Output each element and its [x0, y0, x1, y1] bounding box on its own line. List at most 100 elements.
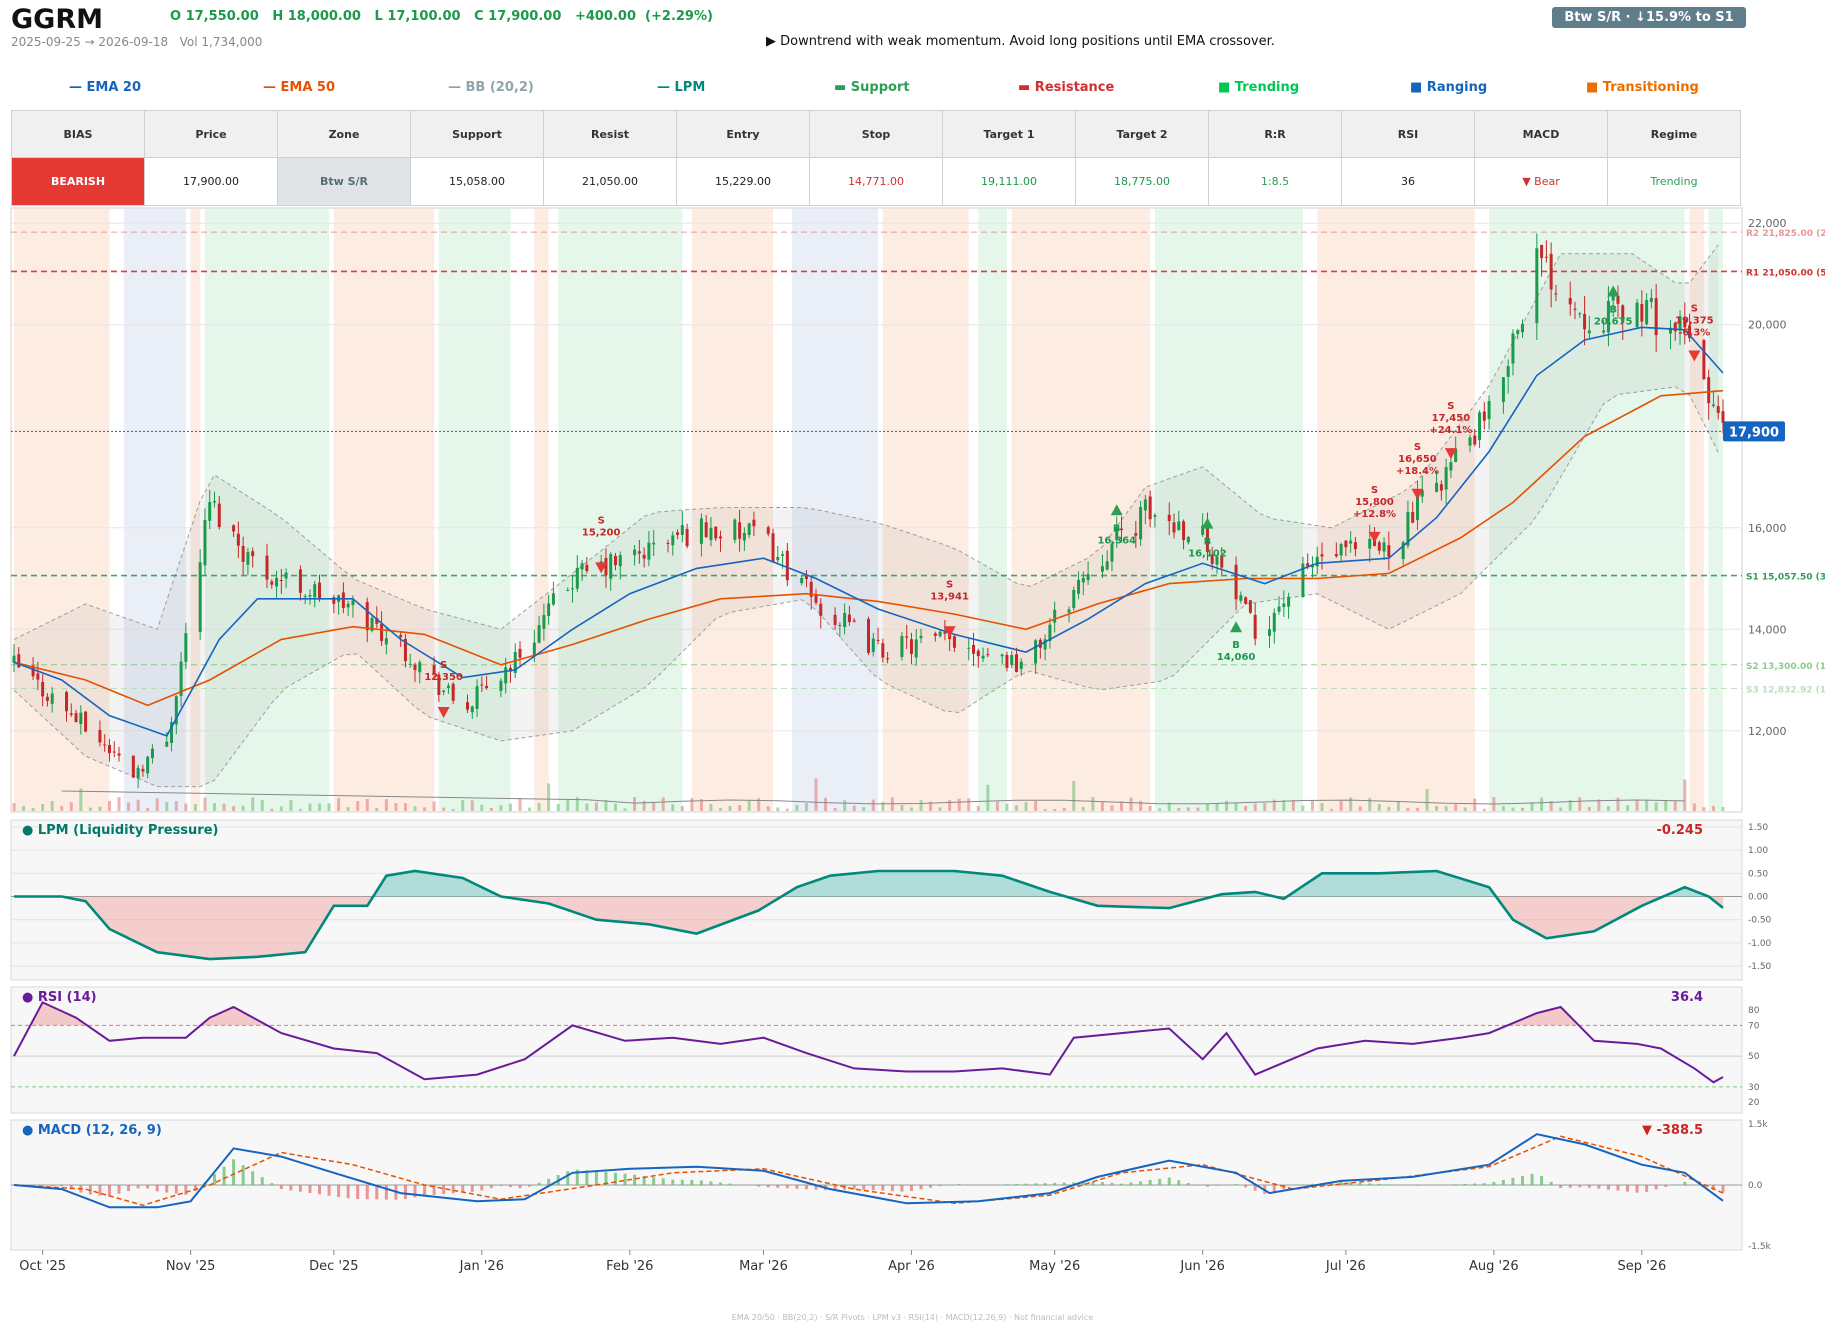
- volume-bar: [1530, 802, 1534, 811]
- macd-histogram-bar: [423, 1185, 427, 1196]
- volume-bar: [1597, 799, 1601, 811]
- volume-bar: [1053, 808, 1057, 811]
- candle-body: [1353, 542, 1357, 550]
- macd-histogram-bar: [566, 1171, 570, 1185]
- rsi-axis-tick-label: 30: [1748, 1083, 1760, 1093]
- volume-bar: [747, 800, 751, 811]
- candle-body: [408, 663, 412, 665]
- candle-body: [1420, 490, 1424, 497]
- signal-label: S: [1371, 485, 1378, 496]
- volume-bar: [938, 807, 942, 811]
- sr-level-label: S1 15,057.50 (36x): [1746, 573, 1825, 583]
- volume-bar: [1282, 800, 1286, 811]
- macd-histogram-bar: [795, 1185, 799, 1189]
- volume-bar: [107, 800, 111, 811]
- macd-histogram-bar: [1129, 1182, 1133, 1185]
- volume-bar: [127, 802, 131, 811]
- signal-label: B: [1113, 523, 1121, 534]
- volume-bar: [1339, 800, 1343, 811]
- candle-body: [1072, 589, 1076, 608]
- candle-body: [776, 556, 780, 561]
- volume-bar: [1540, 797, 1544, 811]
- x-axis-tick-label: Feb '26: [606, 1259, 653, 1274]
- x-axis-tick-label: Sep '26: [1617, 1259, 1666, 1274]
- signal-label: S: [1691, 303, 1698, 314]
- signal-label: S: [1447, 401, 1454, 412]
- candle-body: [814, 594, 818, 603]
- macd-histogram-bar: [1473, 1183, 1477, 1185]
- x-axis-tick-label: Jan '26: [459, 1259, 504, 1274]
- volume-bar: [232, 806, 236, 811]
- candle-body: [1139, 506, 1143, 540]
- candle-body: [508, 667, 512, 672]
- volume-bar: [1072, 780, 1076, 811]
- candle-body: [666, 542, 670, 544]
- stats-value-cell: 21,050.00: [543, 157, 677, 206]
- volume-bar: [88, 807, 92, 811]
- volume-bar: [1377, 804, 1381, 811]
- candle-body: [704, 522, 708, 538]
- candle-body: [547, 603, 551, 616]
- candle-body: [370, 617, 374, 631]
- macd-histogram-bar: [442, 1185, 446, 1195]
- candle-body: [17, 654, 21, 668]
- volume-bar: [1511, 807, 1515, 811]
- candle-body: [1034, 640, 1038, 664]
- candle-body: [1315, 556, 1319, 567]
- x-axis-tick-label: Apr '26: [888, 1259, 935, 1274]
- volume-bar: [1616, 797, 1620, 811]
- macd-histogram-bar: [671, 1179, 675, 1185]
- candle-body: [365, 602, 369, 631]
- volume-bar: [976, 806, 980, 811]
- macd-histogram-bar: [127, 1185, 131, 1192]
- lpm-axis-tick-label: 1.00: [1748, 846, 1768, 856]
- macd-histogram-bar: [1711, 1185, 1715, 1190]
- stats-value-cell: BEARISH: [11, 157, 145, 206]
- macd-histogram-bar: [403, 1185, 407, 1200]
- volume-bar: [1129, 797, 1133, 811]
- volume-bar: [566, 799, 570, 811]
- candle-body: [986, 654, 990, 656]
- stats-value-cell: 14,771.00: [809, 157, 943, 206]
- macd-histogram-bar: [146, 1185, 150, 1189]
- lpm-axis-tick-label: -1.00: [1748, 939, 1772, 949]
- volume-bar: [1330, 808, 1334, 811]
- candle-body: [709, 527, 713, 541]
- volume-bar: [1005, 803, 1009, 811]
- macd-histogram-bar: [881, 1185, 885, 1191]
- candle-body: [466, 702, 470, 710]
- x-axis-tick-label: Jun '26: [1179, 1259, 1225, 1274]
- macd-histogram-bar: [461, 1185, 465, 1193]
- macd-histogram-bar: [1349, 1182, 1353, 1185]
- candle-body: [752, 519, 756, 527]
- macd-histogram-bar: [833, 1185, 837, 1191]
- candle-body: [819, 603, 823, 616]
- rsi-axis-tick-label: 80: [1748, 1006, 1760, 1016]
- regime-band: [978, 208, 1007, 812]
- macd-histogram-bar: [69, 1185, 73, 1190]
- macd-histogram-bar: [967, 1184, 971, 1185]
- volume-bar: [1091, 797, 1095, 811]
- macd-histogram-bar: [356, 1185, 360, 1200]
- macd-histogram-bar: [451, 1185, 455, 1194]
- stats-value-cell: 18,775.00: [1075, 157, 1209, 206]
- candle-body: [1449, 462, 1453, 471]
- stats-table: BIAS Price Zone Support Resist Entry Stop Targe…: [11, 110, 1741, 206]
- volume-bar: [852, 805, 856, 811]
- rsi-axis-tick-label: 70: [1748, 1021, 1760, 1031]
- volume-bar: [1320, 803, 1324, 811]
- candle-body: [1406, 512, 1410, 546]
- sell-signal-marker: [1411, 488, 1424, 500]
- candle-body: [613, 555, 617, 566]
- macd-histogram-bar: [107, 1185, 111, 1197]
- candle-body: [174, 696, 178, 725]
- macd-histogram-bar: [1396, 1184, 1400, 1186]
- volume-bar: [1664, 799, 1668, 811]
- candle-body: [580, 563, 584, 570]
- stats-header-cell: RSI: [1341, 110, 1475, 158]
- macd-histogram-bar: [1530, 1173, 1534, 1185]
- volume-bar: [22, 806, 26, 811]
- volume-bar: [537, 803, 541, 811]
- candle-body: [652, 542, 656, 545]
